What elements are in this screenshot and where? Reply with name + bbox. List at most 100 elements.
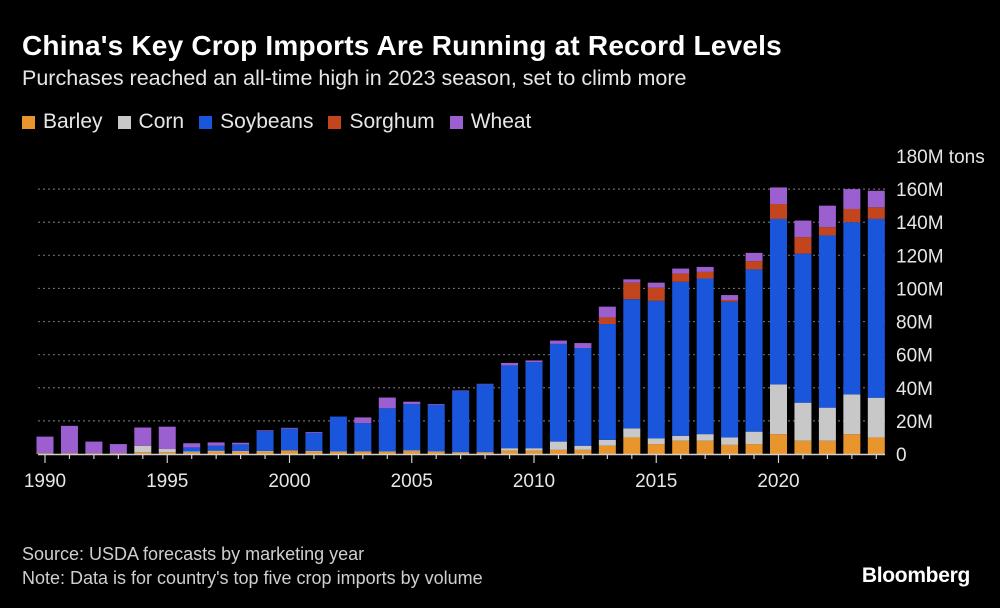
bar-sorghum-2013 [598, 317, 616, 325]
bar-corn-2010 [525, 448, 543, 451]
bar-corn-1995 [158, 449, 176, 453]
bar-wheat-2014 [623, 279, 641, 283]
legend-swatch [449, 115, 463, 129]
bar-wheat-2008 [476, 383, 494, 385]
y-tick-label: 160M [896, 180, 944, 201]
legend-label: Soybeans [220, 110, 314, 133]
bar-barley-2001 [305, 451, 323, 454]
y-tick-label: 60M [896, 346, 933, 367]
bar-barley-2019 [745, 444, 763, 454]
y-tick-label: 20M [896, 412, 933, 433]
bar-barley-2006 [427, 451, 445, 454]
legend: Barley Corn Soybeans Sorghum Wheat [22, 110, 546, 134]
bar-barley-2010 [525, 450, 543, 454]
bar-soybeans-2014 [623, 299, 641, 429]
x-tick-label: 2005 [391, 471, 433, 492]
source-note: Source: USDA forecasts by marketing year [22, 544, 365, 564]
bar-barley-2008 [476, 452, 494, 454]
bar-soybeans-2022 [818, 235, 836, 408]
bar-wheat-2019 [745, 252, 763, 262]
bar-soybeans-2011 [549, 343, 567, 442]
bar-barley-2014 [623, 437, 641, 454]
bar-wheat-2023 [843, 189, 861, 209]
bar-wheat-2021 [794, 220, 812, 238]
legend-label: Wheat [470, 110, 532, 133]
bar-barley-2016 [672, 440, 690, 454]
bar-corn-2017 [696, 434, 714, 441]
bar-corn-2003 [354, 451, 372, 452]
bar-soybeans-2016 [672, 281, 690, 436]
bar-soybeans-2012 [574, 348, 592, 446]
bar-corn-2005 [403, 450, 421, 452]
bar-corn-2016 [672, 435, 690, 441]
bar-corn-1994 [134, 445, 152, 453]
footnote: Note: Data is for country's top five cro… [22, 568, 483, 588]
x-tick-label: 2020 [757, 471, 799, 492]
legend-label: Barley [43, 110, 103, 133]
bar-wheat-1997 [207, 442, 225, 446]
bar-barley-2021 [794, 440, 812, 454]
legend-item-soybeans: Soybeans [199, 110, 313, 134]
bar-corn-1998 [232, 451, 250, 452]
bar-wheat-1999 [256, 430, 274, 432]
bar-corn-2007 [452, 452, 470, 453]
x-tick-label: 1990 [24, 471, 66, 492]
bar-corn-2004 [378, 451, 396, 452]
bar-soybeans-2010 [525, 362, 543, 449]
bar-corn-2001 [305, 451, 323, 452]
bar-barley-2015 [647, 444, 665, 454]
x-tick-label: 2000 [268, 471, 310, 492]
bar-corn-2020 [770, 384, 787, 435]
bar-barley-2013 [598, 445, 616, 454]
y-tick-label: 0 [896, 445, 907, 466]
bar-wheat-2004 [378, 397, 396, 409]
x-tick-label: 2010 [513, 471, 555, 492]
bar-corn-2024 [867, 397, 885, 438]
legend-swatch [22, 115, 35, 129]
bar-wheat-1993 [109, 444, 127, 454]
x-tick-label: 2015 [635, 471, 677, 492]
bar-barley-2022 [818, 440, 836, 454]
bar-soybeans-2019 [745, 269, 763, 432]
bar-barley-2024 [867, 437, 885, 454]
bar-wheat-2012 [574, 343, 592, 349]
bar-wheat-2020 [770, 187, 787, 205]
bar-corn-2008 [476, 452, 494, 453]
bar-barley-1996 [183, 452, 201, 454]
bar-wheat-1991 [60, 425, 78, 454]
y-tick-label: 140M [896, 213, 944, 234]
bar-barley-2004 [378, 451, 396, 454]
legend-label: Sorghum [349, 110, 435, 133]
bar-wheat-2000 [281, 427, 298, 429]
legend-item-barley: Barley [22, 110, 103, 134]
bar-corn-1999 [256, 451, 274, 452]
bar-wheat-2018 [721, 295, 739, 301]
bar-sorghum-2019 [745, 261, 763, 270]
x-tick-label: 1995 [146, 471, 188, 492]
bar-barley-2002 [329, 451, 347, 454]
bar-corn-2021 [794, 402, 812, 441]
bar-soybeans-2021 [794, 253, 812, 403]
bar-wheat-1992 [85, 441, 103, 454]
bar-sorghum-2016 [672, 273, 690, 282]
legend-item-corn: Corn [117, 110, 184, 134]
bar-wheat-2015 [647, 282, 665, 288]
bar-soybeans-1996 [183, 447, 201, 452]
bar-wheat-1994 [134, 427, 152, 446]
bar-sorghum-2021 [794, 237, 812, 254]
bar-wheat-1990 [36, 436, 54, 454]
bar-barley-2005 [403, 450, 421, 454]
bar-barley-2000 [281, 450, 298, 454]
bar-wheat-2003 [354, 417, 372, 424]
bar-soybeans-2006 [427, 404, 445, 452]
bar-corn-2019 [745, 431, 763, 445]
bar-soybeans-1999 [256, 431, 274, 452]
bar-barley-2009 [501, 450, 519, 454]
bar-sorghum-2023 [843, 208, 861, 223]
legend-swatch [117, 115, 131, 129]
legend-swatch [199, 115, 213, 129]
bar-barley-2007 [452, 452, 470, 454]
y-tick-label: 180M tons [896, 147, 985, 168]
bar-soybeans-2013 [598, 324, 616, 440]
bar-wheat-2010 [525, 360, 543, 363]
